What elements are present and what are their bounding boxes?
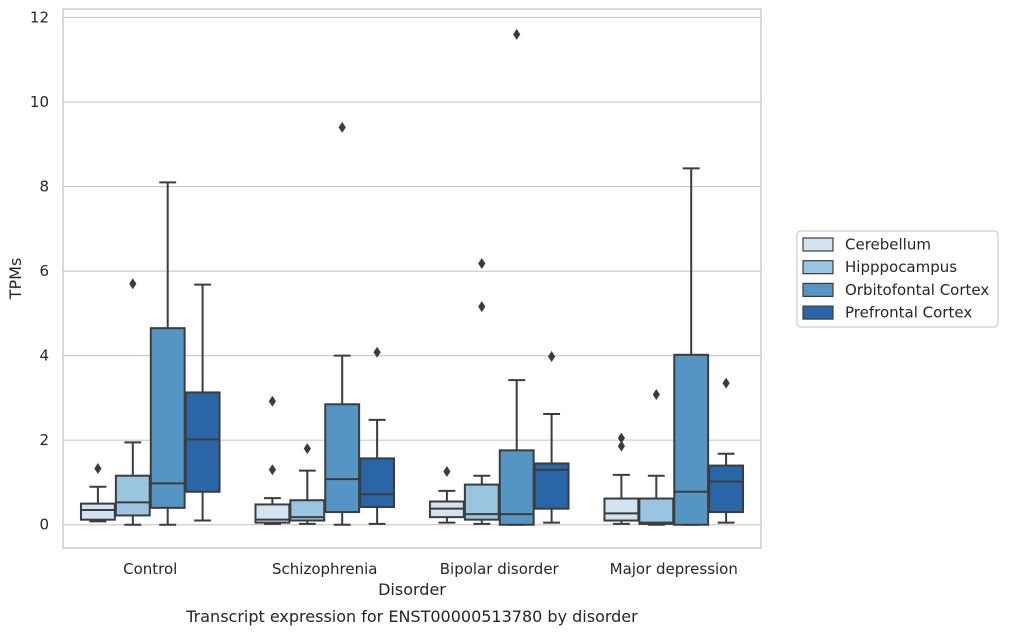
x-tick-label: Control: [123, 560, 177, 578]
box-body: [708, 464, 745, 514]
x-axis-label: Disorder: [378, 580, 446, 599]
chart-caption: Transcript expression for ENST0000051378…: [185, 607, 638, 626]
y-axis-label: TPMs: [6, 258, 25, 301]
box-body: [254, 503, 291, 524]
x-tick-labels: Control Schizophrenia Bipolar disorder Majo…: [123, 560, 738, 578]
outlier-point: [652, 389, 660, 401]
plot-frame: [62, 8, 762, 549]
outlier-point: [722, 377, 730, 389]
outlier-point: [268, 395, 276, 407]
y-tick-label: 6: [39, 262, 49, 280]
outlier-point: [373, 346, 381, 358]
box-orbitofontal-cortex: [324, 121, 361, 526]
x-tick-label: Bipolar disorder: [440, 560, 560, 578]
legend: Cerebellum Hipppocampus Orbitofontal Corte…: [796, 230, 999, 328]
legend-swatch: [802, 282, 834, 297]
box-body: [533, 462, 570, 510]
box-prefrontal-cortex: [708, 377, 745, 524]
box-cerebellum: [79, 463, 116, 523]
y-tick-label: 2: [39, 431, 49, 449]
outlier-point: [129, 278, 137, 290]
box-orbitofontal-cortex: [149, 181, 186, 526]
outlier-point: [617, 440, 625, 452]
outlier-point: [268, 464, 276, 476]
outlier-point: [443, 465, 451, 477]
outlier-point: [617, 432, 625, 444]
box-hipppocampus: [114, 278, 151, 526]
box-body: [673, 353, 710, 526]
box-body: [638, 497, 675, 525]
legend-label: Prefrontal Cortex: [845, 304, 972, 322]
box-body: [603, 497, 640, 522]
legend-label: Orbitofontal Cortex: [845, 281, 989, 299]
outlier-point: [478, 257, 486, 269]
legend-swatch: [802, 260, 834, 275]
box-body: [184, 391, 221, 493]
box-cerebellum: [603, 432, 640, 525]
box-cerebellum: [254, 395, 291, 525]
outlier-point: [94, 463, 102, 475]
x-tick-label: Schizophrenia: [272, 560, 377, 578]
box-body: [149, 327, 186, 509]
legend-swatch: [802, 237, 834, 252]
box-body: [289, 499, 326, 522]
outlier-point: [303, 443, 311, 455]
box-orbitofontal-cortex: [673, 167, 710, 526]
box-layer: [79, 28, 745, 526]
y-tick-label: 12: [30, 8, 49, 26]
box-prefrontal-cortex: [533, 350, 570, 524]
y-tick-label: 10: [30, 93, 49, 111]
box-cerebellum: [428, 465, 465, 524]
y-tick-label: 8: [39, 178, 49, 196]
box-prefrontal-cortex: [359, 346, 396, 525]
box-body: [359, 457, 396, 508]
y-tick-label: 0: [39, 516, 49, 534]
box-body: [114, 474, 151, 517]
legend-label: Hipppocampus: [845, 258, 957, 276]
box-body: [324, 403, 361, 514]
box-hipppocampus: [289, 443, 326, 525]
outlier-point: [548, 350, 556, 362]
x-tick-label: Major depression: [610, 560, 738, 578]
outlier-point: [513, 28, 521, 40]
box-body: [498, 449, 535, 526]
y-tick-labels: 0 2 4 6 8 10 12: [30, 8, 49, 533]
box-orbitofontal-cortex: [498, 28, 535, 526]
legend-swatch: [802, 305, 834, 320]
legend-label: Cerebellum: [845, 236, 931, 254]
box-body: [79, 502, 116, 521]
box-hipppocampus: [638, 389, 675, 526]
box-prefrontal-cortex: [184, 283, 221, 522]
outlier-point: [478, 301, 486, 313]
legend-frame: [796, 230, 999, 328]
box-hipppocampus: [463, 257, 500, 525]
outlier-point: [338, 121, 346, 133]
y-tick-label: 4: [39, 347, 49, 365]
